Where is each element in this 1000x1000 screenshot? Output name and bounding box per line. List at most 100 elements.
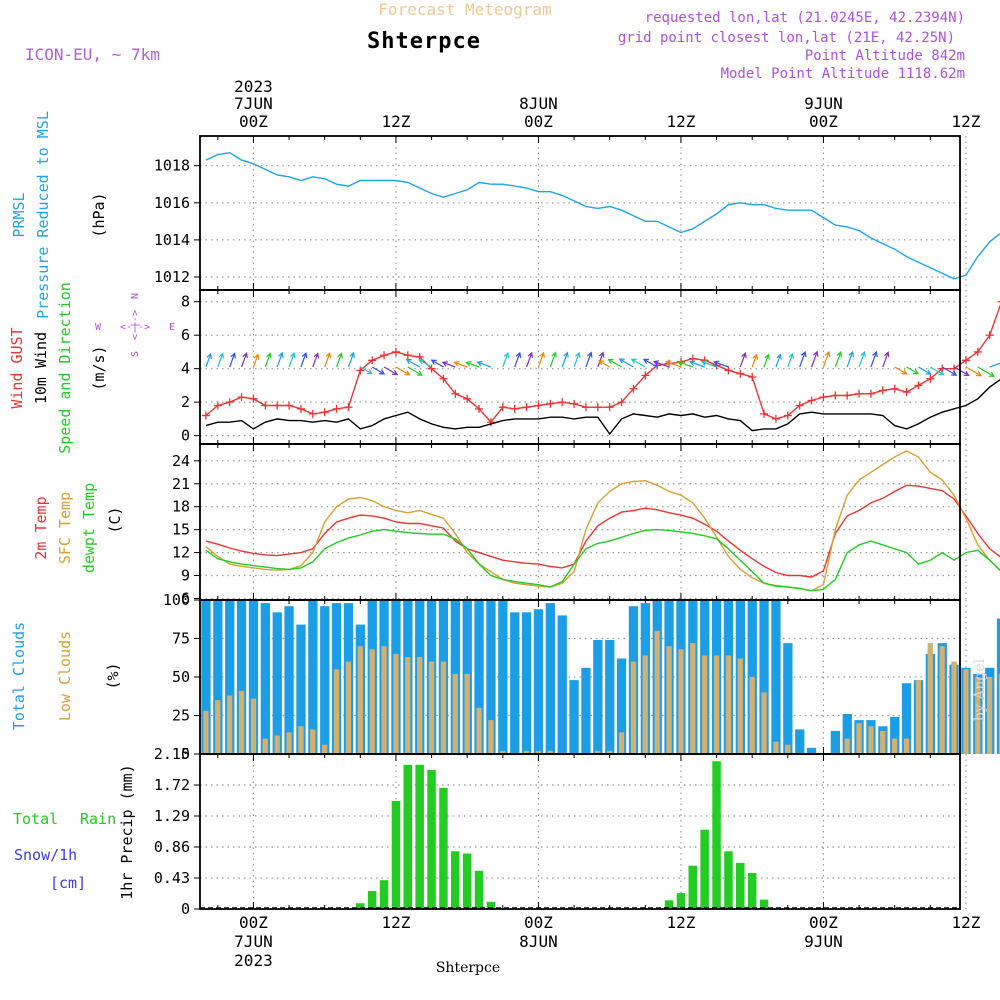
wind-arrow-head — [218, 352, 225, 359]
pressure-frame — [199, 135, 961, 291]
low-cloud-bar — [440, 661, 447, 754]
wind-direction-arrow — [406, 358, 420, 368]
gust-marker — [273, 401, 282, 410]
t2m-label: 2m Temp — [32, 496, 50, 559]
wind-direction-arrow — [882, 352, 889, 368]
grid-point-coords: grid point closest lon,lat (21E, 42.25N) — [618, 30, 955, 46]
wind-arrow-head — [230, 352, 236, 359]
top-hour-label: 00Z — [809, 112, 838, 131]
gust-marker — [558, 398, 567, 407]
wind-unit-label: (m/s) — [90, 345, 108, 390]
low-cloud-bar — [357, 646, 363, 754]
wind-gust-label: Wind GUST — [8, 327, 26, 408]
bottom-hour-label: 00Z — [239, 913, 268, 932]
temperature-ytick-label: 15 — [172, 521, 190, 539]
gust-marker — [819, 393, 828, 402]
wind-direction-arrow — [502, 352, 509, 368]
total-cloud-bar — [320, 606, 330, 754]
low-cloud-bar — [523, 750, 530, 754]
compass-horizontal-arrows: <-|-> — [120, 322, 150, 333]
compass-vertical-arrows: <-|-> — [130, 310, 141, 340]
wind-ytick-label: 4 — [181, 360, 190, 378]
total-cloud-bar — [272, 612, 282, 754]
low-cloud-bar — [737, 658, 743, 754]
wind-arrow-head — [800, 350, 807, 358]
low-cloud-bar — [500, 750, 506, 754]
wind-direction-arrow — [894, 366, 907, 375]
top-hour-label: 00Z — [524, 112, 553, 131]
wind-direction-arrow — [573, 352, 580, 368]
gust-marker — [914, 381, 923, 390]
gust-marker — [641, 371, 650, 380]
gust-marker — [344, 403, 353, 412]
rain-bar — [367, 891, 377, 909]
wind-arrow-head — [430, 359, 437, 365]
gust-marker — [201, 411, 210, 420]
wind-arrow-head — [988, 371, 996, 377]
gust-marker — [510, 404, 519, 413]
gust-marker — [368, 356, 377, 365]
rain-bar — [451, 851, 460, 909]
gust-marker — [997, 301, 1000, 303]
rain-bar — [688, 865, 697, 909]
total-cloud-bar — [201, 600, 211, 754]
gust-marker — [439, 374, 448, 383]
wind-arrow-head — [465, 361, 472, 367]
wind-frame — [199, 289, 961, 445]
gust-marker — [605, 403, 614, 412]
total-cloud-bar — [901, 683, 912, 754]
top-hour-label: 00Z — [239, 112, 268, 131]
low-cloud-bar — [381, 646, 387, 754]
wind-direction-arrow — [918, 366, 931, 375]
wind-direction-arrow — [751, 354, 758, 368]
low-cloud-bar — [286, 732, 292, 754]
wind-direction-arrow — [240, 352, 248, 368]
gust-marker — [985, 331, 994, 340]
wind-direction-arrow — [300, 352, 307, 368]
total-cloud-bar — [533, 609, 544, 754]
wind-direction-arrow — [252, 354, 259, 368]
gust-marker — [391, 347, 400, 356]
gust-marker — [617, 398, 626, 407]
low-cloud-bar — [654, 630, 660, 754]
low-cloud-bar — [333, 669, 340, 754]
rain-bar — [736, 862, 745, 909]
rain-bar — [427, 769, 436, 909]
rain-bar — [439, 787, 448, 909]
low-cloud-bar — [642, 655, 648, 754]
wind-arrow-head — [515, 351, 522, 358]
temperature-ytick-label: 12 — [172, 544, 190, 562]
low-cloud-bar — [345, 661, 352, 754]
wind-direction-arrow — [335, 353, 343, 368]
gust-marker — [285, 401, 294, 410]
wind-arrow-head — [278, 351, 284, 358]
wind-direction-arrow — [312, 353, 319, 368]
gust-marker — [961, 356, 970, 365]
top-hour-label: 12Z — [381, 112, 410, 131]
wind-arrow-head — [975, 371, 983, 377]
temperature-ytick-label: 6 — [181, 589, 190, 607]
total-cloud-bar — [225, 600, 235, 754]
rain-bar — [356, 903, 365, 909]
wind-ytick-label: 2 — [181, 393, 190, 411]
low-cloud-bar — [535, 750, 542, 754]
point-altitude: Point Altitude 842m — [805, 48, 965, 64]
gust-marker — [546, 399, 555, 408]
wind-arrow-head — [836, 350, 843, 358]
bottom-hour-label: 12Z — [666, 913, 695, 932]
gust-marker — [807, 396, 816, 405]
low-cloud-bar — [310, 729, 316, 754]
total-cloud-bar — [545, 603, 555, 754]
wind-direction-arrow — [514, 352, 521, 368]
total-cloud-bar — [308, 600, 318, 754]
low-cloud-bar — [927, 643, 933, 754]
wind-direction-arrow — [276, 352, 283, 368]
wind-labels: Wind GUST 10m Wind Speed and Direction (… — [8, 282, 175, 454]
total-rain-label-1: Total — [13, 810, 58, 828]
total-cloud-bar — [830, 730, 840, 754]
wind-direction-arrow — [787, 353, 794, 368]
wind-arrow-head — [872, 350, 878, 358]
gust-marker — [831, 391, 840, 400]
gust-marker — [308, 409, 317, 418]
